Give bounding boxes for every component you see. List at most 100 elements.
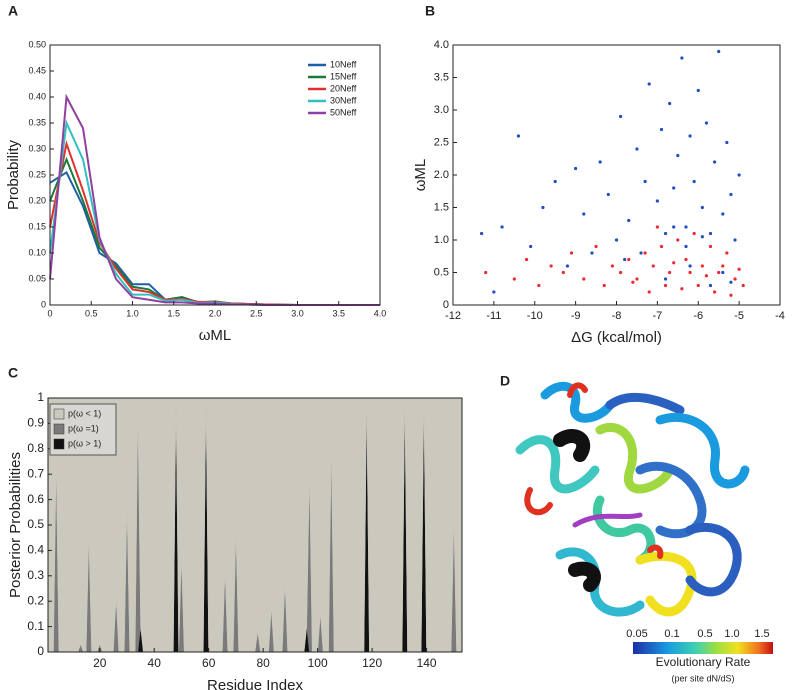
point (672, 225, 676, 229)
point (651, 264, 655, 268)
point (627, 218, 631, 223)
plot-area (453, 45, 780, 305)
point (721, 212, 725, 216)
point (668, 101, 672, 106)
y-tick-label: 0.8 (27, 441, 44, 455)
point (696, 283, 700, 288)
point (549, 264, 553, 268)
y-tick-label: 0.25 (28, 169, 46, 179)
point (618, 270, 623, 275)
point (680, 287, 684, 291)
point (484, 270, 488, 275)
point (717, 270, 721, 275)
colorbar-tick-label: 1.5 (754, 628, 769, 640)
point (623, 257, 627, 262)
point (561, 270, 565, 275)
panel-label: C (8, 365, 18, 381)
point (635, 147, 639, 151)
y-axis-label: Posterior Probabilities (7, 452, 24, 598)
y-tick-label: 0.05 (28, 273, 46, 283)
point (717, 49, 721, 54)
y-axis-label: ωML (412, 159, 429, 192)
y-tick-label: 0.5 (434, 266, 449, 278)
colorbar-tick-label: 1.0 (724, 628, 739, 640)
point (663, 231, 668, 236)
point (708, 244, 713, 249)
point (700, 235, 704, 239)
point (659, 127, 664, 132)
y-tick-label: 0.5 (27, 517, 44, 531)
point (647, 290, 651, 294)
point (692, 179, 696, 184)
y-tick-label: 0 (443, 299, 449, 311)
point (541, 205, 545, 210)
y-tick-label: 0.1 (27, 619, 44, 633)
y-tick-label: 0.10 (28, 247, 46, 257)
x-tick-label: 20 (93, 656, 107, 670)
y-tick-label: 0.7 (27, 466, 44, 480)
point (655, 225, 659, 229)
protein-structure (515, 381, 750, 617)
colorbar (633, 642, 773, 654)
point (606, 192, 610, 197)
y-tick-label: 4.0 (434, 39, 449, 51)
point (672, 261, 676, 265)
point (676, 153, 680, 158)
legend-swatch (53, 438, 65, 450)
y-tick-label: 0.40 (28, 91, 46, 101)
y-tick-label: 0.4 (27, 543, 44, 557)
y-tick-label: 1 (37, 390, 44, 404)
point (574, 166, 578, 171)
point (537, 283, 541, 288)
y-tick-label: 0.50 (28, 39, 46, 49)
point (696, 88, 700, 93)
y-tick-label: 1.0 (434, 234, 449, 246)
x-tick-label: 100 (308, 656, 328, 670)
point (569, 251, 574, 255)
point (729, 192, 733, 197)
point (668, 270, 672, 275)
x-tick-label: 1.5 (167, 308, 180, 318)
point (713, 160, 717, 164)
y-tick-label: 0.15 (28, 221, 46, 231)
point (500, 225, 504, 229)
point (725, 251, 729, 255)
point (704, 274, 709, 278)
legend-swatch (53, 408, 65, 420)
legend-label: 10Neff (330, 59, 357, 69)
y-tick-label: 0.3 (27, 568, 44, 582)
point (729, 280, 733, 284)
point (524, 257, 529, 262)
point (684, 244, 688, 249)
point (684, 225, 688, 229)
x-tick-label: 60 (202, 656, 216, 670)
x-tick-label: -10 (527, 310, 543, 322)
x-tick-label: 120 (362, 656, 382, 670)
legend-label: 50Neff (330, 107, 357, 117)
point (582, 277, 586, 281)
panel-label: A (8, 3, 18, 19)
y-axis-label: Probability (5, 139, 22, 210)
point (627, 257, 631, 262)
legend-label: 20Neff (330, 83, 357, 93)
point (647, 82, 651, 86)
point (643, 251, 647, 255)
colorbar-tick-label: 0.5 (697, 628, 712, 640)
point (492, 290, 496, 294)
x-tick-label: -4 (775, 310, 785, 322)
x-tick-label: 3.5 (332, 308, 345, 318)
y-tick-label: 3.5 (434, 71, 449, 83)
point (688, 264, 692, 268)
x-tick-label: 140 (417, 656, 437, 670)
point (639, 251, 643, 255)
x-tick-label: 1.0 (126, 308, 139, 318)
legend-label: 15Neff (330, 71, 357, 81)
point (721, 270, 725, 275)
point (655, 199, 659, 203)
point (529, 244, 533, 249)
point (663, 283, 668, 288)
x-tick-label: 80 (256, 656, 270, 670)
point (692, 231, 696, 236)
y-tick-label: 0.45 (28, 65, 46, 75)
